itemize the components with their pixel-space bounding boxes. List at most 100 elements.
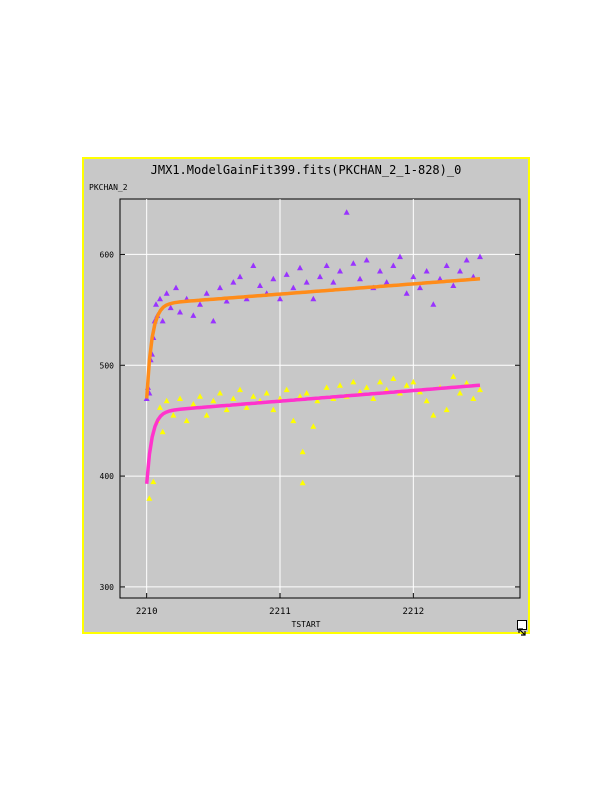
data-point-series-1 <box>303 279 310 285</box>
data-point-series-2 <box>263 389 270 396</box>
data-point-series-2 <box>177 395 183 401</box>
data-point-series-1 <box>270 275 277 282</box>
data-point-series-2 <box>163 397 170 404</box>
data-point-series-2 <box>430 412 437 418</box>
data-point-series-2 <box>310 423 317 429</box>
data-point-series-1 <box>153 301 159 307</box>
data-point-series-2 <box>297 393 303 399</box>
y-axis-label: PKCHAN_2 <box>89 183 128 192</box>
data-point-series-1 <box>390 262 397 268</box>
data-point-series-2 <box>470 395 477 401</box>
data-point-series-1 <box>167 304 174 311</box>
data-point-series-1 <box>363 256 370 263</box>
data-point-series-1 <box>377 268 383 274</box>
data-point-series-2 <box>363 384 370 390</box>
data-point-series-2 <box>190 401 197 407</box>
data-point-series-1 <box>237 273 243 280</box>
data-point-series-1 <box>317 273 323 280</box>
data-point-series-2 <box>377 378 383 385</box>
data-point-series-2 <box>230 395 237 401</box>
data-point-series-1 <box>250 262 257 268</box>
data-point-series-1 <box>217 284 223 291</box>
data-point-series-1 <box>297 264 303 271</box>
data-point-series-2 <box>217 389 223 396</box>
data-point-series-2 <box>423 397 430 404</box>
data-point-series-1 <box>230 279 237 285</box>
data-point-series-2 <box>150 478 157 485</box>
data-point-series-2 <box>157 404 163 410</box>
data-point-series-1 <box>173 284 179 291</box>
data-point-series-2 <box>223 406 230 413</box>
y-tick-label: 600 <box>100 250 115 259</box>
y-tick-label: 300 <box>100 583 115 592</box>
data-point-series-1 <box>323 262 330 268</box>
data-point-series-1 <box>443 262 450 268</box>
data-point-series-2 <box>197 393 203 399</box>
data-point-series-2 <box>463 379 470 386</box>
data-point-series-2 <box>403 382 410 388</box>
data-point-series-1 <box>383 279 390 285</box>
data-point-series-2 <box>477 386 483 393</box>
data-point-series-2 <box>299 479 306 486</box>
data-point-series-1 <box>397 253 403 260</box>
plot-frame <box>119 198 521 599</box>
data-point-series-1 <box>457 268 463 274</box>
data-point-series-1 <box>190 312 197 318</box>
data-point-series-2 <box>290 417 297 424</box>
y-tick-label: 400 <box>100 472 115 481</box>
x-tick-label: 2212 <box>402 607 424 617</box>
data-point-series-1 <box>437 275 443 282</box>
data-point-series-2 <box>283 386 290 393</box>
data-point-series-1 <box>277 295 283 302</box>
data-point-series-2 <box>170 412 177 418</box>
data-point-series-2 <box>146 495 153 501</box>
x-tick-label: 2211 <box>269 607 291 617</box>
data-point-series-2 <box>250 393 257 399</box>
data-point-series-1 <box>343 209 350 215</box>
data-point-series-2 <box>323 384 330 390</box>
data-point-series-1 <box>310 295 317 302</box>
data-point-series-1 <box>223 297 230 304</box>
data-point-series-1 <box>157 295 163 302</box>
data-point-series-1 <box>410 273 417 280</box>
data-point-series-2 <box>450 373 457 379</box>
data-point-series-1 <box>257 282 263 288</box>
data-point-series-1 <box>417 284 423 291</box>
data-point-series-2 <box>270 406 277 413</box>
data-point-series-2 <box>183 417 190 424</box>
chart-title: JMX1.ModelGainFit399.fits(PKCHAN_2_1-828… <box>150 163 462 177</box>
data-point-series-2 <box>350 378 357 385</box>
data-point-series-2 <box>159 428 166 435</box>
resize-arrow-glyph <box>518 628 526 636</box>
data-point-series-1 <box>477 253 483 260</box>
data-point-series-2 <box>203 412 210 418</box>
data-point-series-2 <box>370 395 377 401</box>
data-point-series-1 <box>463 256 470 263</box>
fit-curve-2 <box>144 383 481 484</box>
data-point-series-1 <box>159 317 166 324</box>
data-point-series-2 <box>337 382 343 388</box>
data-point-series-1 <box>243 295 250 302</box>
data-point-series-1 <box>163 290 170 296</box>
resize-corner-icon[interactable] <box>517 620 527 636</box>
data-point-series-1 <box>357 275 363 282</box>
data-point-series-2 <box>443 406 450 413</box>
data-point-series-1 <box>423 268 430 274</box>
data-point-series-1 <box>450 282 457 288</box>
data-point-series-2 <box>390 375 397 382</box>
x-axis-label: TSTART <box>291 620 321 629</box>
data-point-series-1 <box>283 271 290 277</box>
plot-area: 2210 2211 2212 300 400 500 600 <box>100 198 521 617</box>
y-tick-label: 500 <box>100 361 115 370</box>
data-point-series-2 <box>299 448 306 455</box>
data-point-series-1 <box>403 290 410 296</box>
x-tick-label: 2210 <box>136 607 158 617</box>
data-point-series-1 <box>430 301 437 307</box>
data-point-series-2 <box>314 397 321 404</box>
data-point-series-1 <box>203 290 210 296</box>
data-point-series-1 <box>177 309 183 315</box>
data-point-series-1 <box>290 284 297 291</box>
data-point-series-1 <box>337 268 343 274</box>
data-point-series-1 <box>197 301 203 307</box>
data-point-series-2 <box>243 404 250 410</box>
